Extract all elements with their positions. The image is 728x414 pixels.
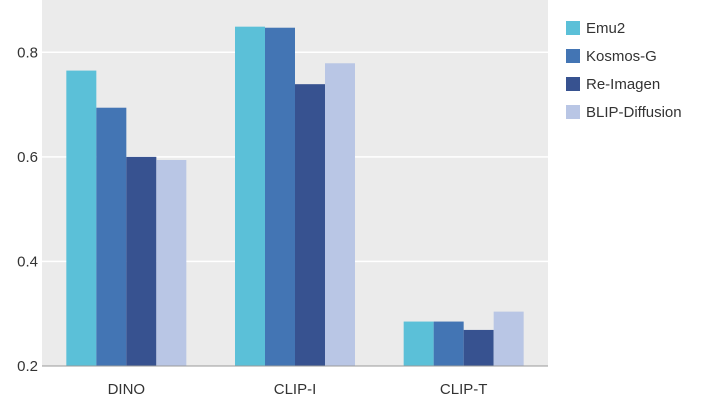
legend: Emu2 Kosmos-G Re-Imagen BLIP-Diffusion — [566, 20, 682, 121]
bar-series — [66, 26, 524, 367]
bar — [235, 26, 265, 367]
x-tick-label: CLIP-I — [274, 381, 317, 398]
y-tick-label: 0.8 — [17, 44, 38, 61]
legend-swatch — [566, 105, 580, 119]
legend-label: BLIP-Diffusion — [586, 104, 682, 121]
y-tick-label: 0.6 — [17, 149, 38, 166]
bar — [96, 107, 127, 367]
bar — [126, 156, 157, 366]
y-tick-label: 0.2 — [17, 358, 38, 375]
y-tick-label: 0.4 — [17, 253, 38, 270]
bar — [265, 27, 295, 367]
bar — [66, 70, 97, 366]
legend-label: Kosmos-G — [586, 48, 657, 65]
legend-swatch — [566, 21, 580, 35]
legend-swatch — [566, 49, 580, 63]
bar — [156, 159, 187, 366]
bar — [403, 321, 434, 366]
legend-swatch — [566, 77, 580, 91]
bar — [433, 321, 464, 366]
x-axis-ticks: DINO CLIP-I CLIP-T — [108, 381, 488, 398]
y-axis-ticks: 0.2 0.4 0.6 0.8 — [17, 44, 38, 375]
x-tick-label: DINO — [108, 381, 146, 398]
x-tick-label: CLIP-T — [440, 381, 488, 398]
bar — [295, 84, 325, 367]
bar — [325, 63, 355, 366]
legend-label: Re-Imagen — [586, 76, 660, 93]
legend-label: Emu2 — [586, 20, 625, 37]
bar — [493, 311, 524, 366]
bar — [463, 329, 494, 366]
